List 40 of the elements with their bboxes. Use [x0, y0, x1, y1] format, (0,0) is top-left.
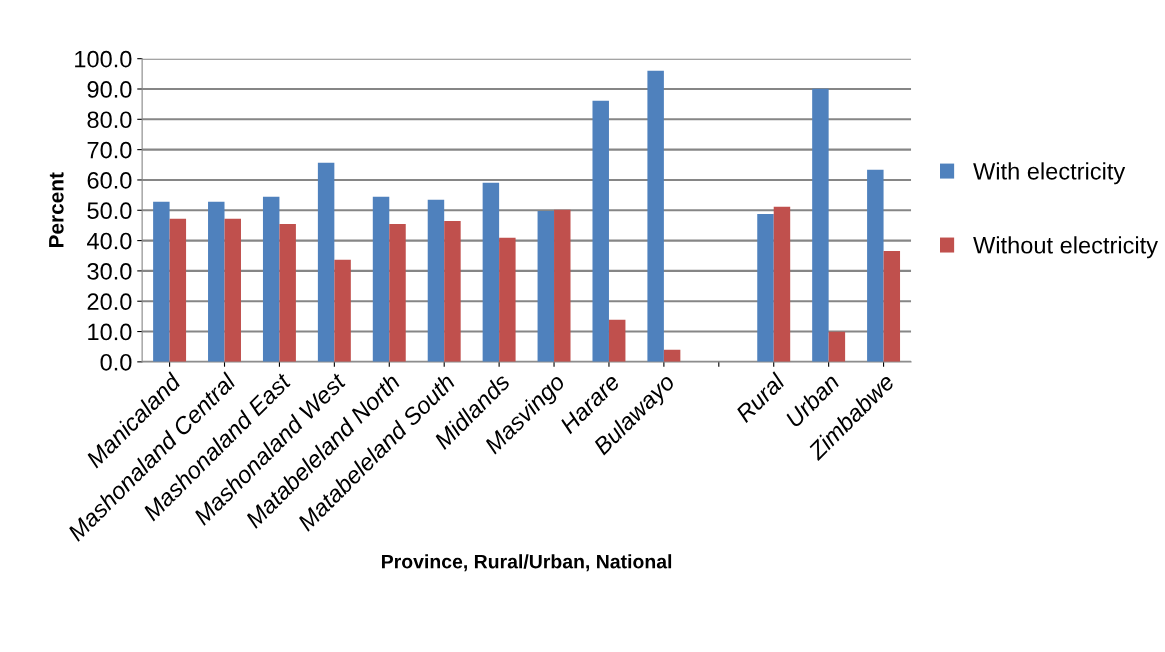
- bar: [389, 223, 406, 362]
- y-tick-label: 100.0: [75, 50, 132, 68]
- y-tick-label: 40.0: [87, 232, 132, 250]
- legend-label: With electricity: [973, 162, 1126, 185]
- bar: [153, 201, 170, 362]
- bar: [279, 223, 296, 362]
- y-tick-label: 20.0: [87, 293, 132, 311]
- bar: [773, 206, 791, 362]
- y-axis-title: Percent: [49, 172, 64, 248]
- bar: [224, 218, 241, 362]
- bar: [537, 210, 555, 362]
- bar: [647, 70, 664, 362]
- legend-label: Without electricity: [973, 236, 1158, 259]
- bar: [334, 259, 351, 362]
- bar: [482, 182, 500, 362]
- y-tick-label: 70.0: [87, 141, 132, 159]
- bar: [554, 209, 571, 362]
- y-tick-label: 10.0: [88, 323, 132, 341]
- bar: [262, 196, 280, 362]
- bar: [444, 220, 461, 362]
- bar: [867, 169, 884, 362]
- bar: [499, 237, 516, 362]
- bar: [372, 196, 390, 362]
- bar: [812, 88, 829, 362]
- bar: [169, 218, 187, 362]
- bar: [757, 213, 774, 362]
- y-tick-label: 50.0: [87, 202, 132, 220]
- bar: [317, 162, 335, 362]
- bar: [828, 331, 846, 362]
- y-tick-label: 60.0: [87, 172, 132, 189]
- bar: [427, 199, 445, 362]
- y-tick-label: 0.0: [100, 353, 132, 371]
- bar: [208, 201, 225, 362]
- y-tick-label: 90.0: [87, 81, 132, 98]
- bar: [883, 250, 901, 362]
- bar: [592, 100, 609, 362]
- x-axis-title: Province, Rural/Urban, National: [382, 554, 672, 572]
- y-tick-label: 30.0: [87, 262, 132, 280]
- bar: [608, 319, 626, 362]
- y-tick-label: 80.0: [87, 111, 132, 129]
